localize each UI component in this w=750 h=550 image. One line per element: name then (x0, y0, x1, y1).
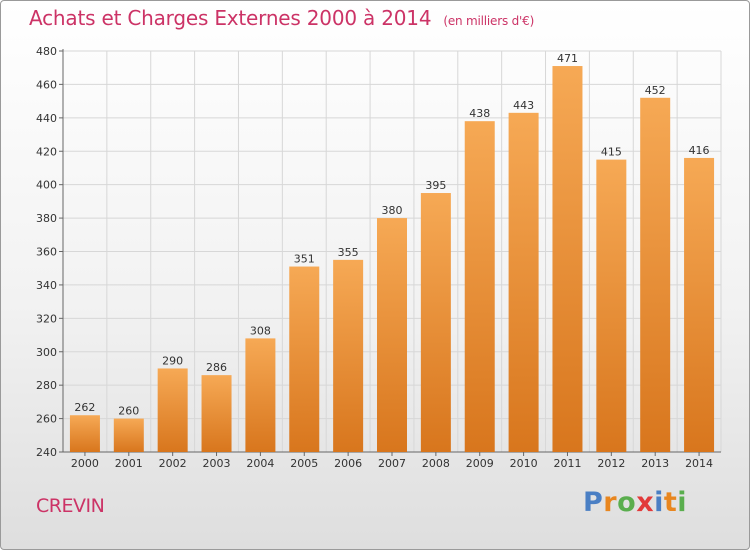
logo-letter: r (603, 487, 618, 518)
bar (113, 418, 144, 452)
bar (245, 338, 276, 452)
data-label: 286 (206, 361, 227, 374)
y-tick-label: 360 (36, 246, 57, 259)
x-tick-label: 2003 (203, 457, 231, 470)
logo-letter: o (617, 487, 637, 518)
bar (508, 112, 539, 452)
data-label: 308 (250, 324, 271, 337)
bar (464, 121, 495, 453)
bar (289, 266, 320, 452)
logo-letter: P (583, 487, 604, 518)
logo-letter: t (663, 487, 678, 518)
x-tick-label: 2006 (334, 457, 362, 470)
y-tick-label: 340 (36, 279, 57, 292)
data-label: 415 (601, 146, 622, 159)
town-name: CREVIN (36, 495, 105, 517)
y-tick-label: 240 (36, 446, 57, 459)
data-label: 395 (425, 179, 446, 192)
logo-letter: x (636, 487, 655, 518)
logo-letter: i (677, 487, 688, 518)
y-tick-label: 320 (36, 312, 57, 325)
data-label: 351 (294, 253, 315, 266)
bars (69, 66, 715, 453)
y-tick-label: 460 (36, 78, 57, 91)
bar (684, 157, 715, 452)
data-label: 355 (338, 246, 359, 259)
y-tick-label: 300 (36, 346, 57, 359)
proxiti-logo[interactable]: Proxiti (583, 487, 687, 518)
y-tick-label: 420 (36, 145, 57, 158)
labels: 240 260 280 300 320 340 360 380 400 420 440 460 480 2… (36, 45, 713, 470)
title-text: Achats et Charges Externes 2000 à 2014 (29, 6, 432, 30)
y-tick-label: 260 (36, 413, 57, 426)
x-tick-label: 2014 (685, 457, 713, 470)
x-tick-label: 2013 (641, 457, 669, 470)
x-tick-label: 2005 (290, 457, 318, 470)
x-tick-label: 2004 (246, 457, 274, 470)
x-tick-label: 2001 (115, 457, 143, 470)
y-tick-label: 400 (36, 179, 57, 192)
x-tick-label: 2007 (378, 457, 406, 470)
bar (69, 415, 100, 452)
y-tick-label: 280 (36, 379, 57, 392)
x-tick-label: 2002 (159, 457, 187, 470)
data-label: 416 (689, 144, 710, 157)
data-label: 260 (118, 405, 139, 418)
y-tick-label: 480 (36, 45, 57, 58)
logo-letter: i (654, 487, 664, 518)
data-label: 438 (469, 107, 490, 120)
x-tick-label: 2011 (553, 457, 581, 470)
bar (552, 66, 583, 452)
data-label: 443 (513, 99, 534, 112)
bar (333, 259, 364, 452)
data-label: 471 (557, 52, 578, 65)
y-tick-label: 440 (36, 112, 57, 125)
bar (640, 97, 671, 453)
x-tick-label: 2000 (71, 457, 99, 470)
data-label: 262 (74, 401, 95, 414)
chart-subtitle: (en milliers d'€) (443, 14, 535, 28)
data-label: 452 (645, 84, 666, 97)
chart-title: Achats et Charges Externes 2000 à 2014 (e… (29, 6, 534, 30)
bar (420, 193, 451, 453)
x-tick-label: 2008 (422, 457, 450, 470)
y-tick-label: 380 (36, 212, 57, 225)
x-tick-label: 2009 (466, 457, 494, 470)
bar (377, 218, 407, 452)
bar (201, 375, 232, 452)
bar (596, 159, 627, 452)
data-label: 290 (162, 354, 183, 367)
data-label: 380 (382, 204, 403, 217)
x-tick-label: 2012 (597, 457, 625, 470)
x-tick-label: 2010 (510, 457, 538, 470)
bar (157, 368, 188, 452)
